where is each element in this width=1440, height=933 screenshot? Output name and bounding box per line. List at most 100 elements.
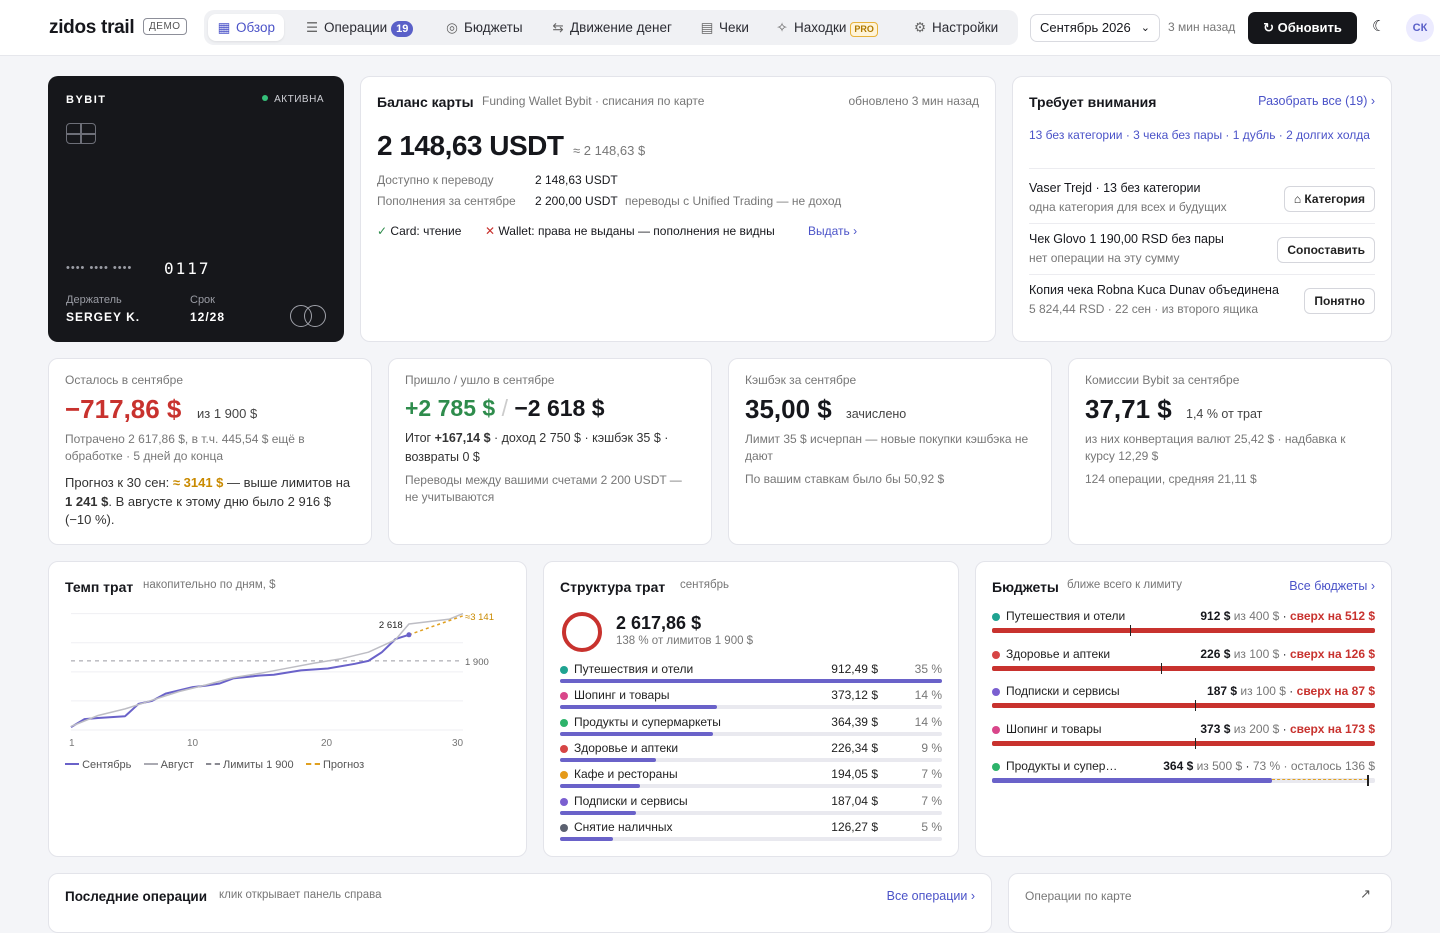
flow-panel: Пришло / ушло в сентябре +2 785 $ / −2 6… bbox=[388, 358, 712, 545]
cashback-line: По вашим ставкам было бы 50,92 $ bbox=[745, 472, 944, 486]
nav-item-settings[interactable]: ⚙ Настройки bbox=[904, 14, 1007, 41]
balance-amount: 2 148,63 USDT bbox=[377, 130, 564, 162]
fees-suffix: 1,4 % от трат bbox=[1186, 407, 1262, 421]
nav-label: Находки bbox=[794, 20, 846, 35]
app-logo[interactable]: zidos trail bbox=[49, 17, 134, 39]
cashback-value: 35,00 $ bbox=[745, 394, 832, 425]
budget-figures: 373 $ из 200 $ · сверх на 173 $ bbox=[1200, 722, 1375, 736]
button-label: Категория bbox=[1304, 192, 1365, 206]
category-bar-track bbox=[560, 679, 942, 683]
attention-summary[interactable]: 13 без категории · 3 чека без пары · 1 д… bbox=[1029, 127, 1377, 144]
budget-limit: из 500 $ bbox=[1197, 759, 1243, 773]
kpi-label: Пришло / ушло в сентябре bbox=[405, 373, 554, 387]
budget-row[interactable]: Путешествия и отели 912 $ из 400 $ · свер… bbox=[992, 609, 1375, 639]
bybit-card[interactable]: BYBIT АКТИВНА •••• •••• •••• 0117 Держат… bbox=[48, 76, 344, 342]
category-row[interactable]: Продукты и супермаркеты 364,39 $ 14 % bbox=[560, 715, 942, 739]
nav-item-findings[interactable]: ✧ Находки PRO bbox=[766, 14, 887, 41]
recent-title: Последние операции bbox=[65, 889, 207, 904]
dismiss-button[interactable]: Понятно bbox=[1304, 288, 1375, 314]
category-row[interactable]: Здоровье и аптеки 226,34 $ 9 % bbox=[560, 741, 942, 765]
nav-item-receipts[interactable]: ▤ Чеки bbox=[691, 14, 758, 41]
nav-item-overview[interactable]: ▦ Обзор bbox=[208, 14, 284, 41]
budget-bar-fill bbox=[992, 778, 1272, 783]
match-button[interactable]: Сопоставить bbox=[1277, 237, 1375, 263]
category-bar-track bbox=[560, 837, 942, 841]
budget-spent: 373 $ bbox=[1200, 722, 1230, 736]
flow-note: Переводы между вашими счетами 2 200 USDT… bbox=[405, 472, 697, 506]
all-operations-link[interactable]: Все операции › bbox=[887, 889, 975, 903]
category-bar-fill bbox=[560, 837, 613, 841]
budget-row[interactable]: Подписки и сервисы 187 $ из 100 $ · сверх… bbox=[992, 684, 1375, 714]
balance-approx: ≈ 2 148,63 $ bbox=[573, 143, 645, 158]
category-row[interactable]: Кафе и рестораны 194,05 $ 7 % bbox=[560, 767, 942, 791]
pace-chart: 1 9002 618≈3 141 bbox=[49, 602, 528, 752]
category-name: Подписки и сервисы bbox=[574, 794, 688, 808]
category-bar-track bbox=[560, 811, 942, 815]
balance-updated: обновлено 3 мин назад bbox=[848, 94, 979, 108]
target-icon: ◎ bbox=[445, 14, 459, 41]
all-budgets-link[interactable]: Все бюджеты › bbox=[1289, 579, 1375, 593]
nav-label: Движение денег bbox=[570, 20, 672, 35]
budget-name: Шопинг и товары bbox=[1006, 722, 1102, 736]
category-bar-track bbox=[560, 732, 942, 736]
topups-value: 2 200,00 USDT bbox=[535, 194, 618, 208]
budget-limit-marker bbox=[1195, 738, 1197, 749]
grid-icon: ▦ bbox=[217, 14, 231, 41]
kpi-label: Кэшбэк за сентябре bbox=[745, 373, 856, 387]
budget-row[interactable]: Здоровье и аптеки 226 $ из 100 $ · сверх … bbox=[992, 647, 1375, 677]
legend-item: Сентябрь bbox=[65, 759, 131, 771]
budget-row[interactable]: Продукты и супер… 364 $ из 500 $ · 73 % ·… bbox=[992, 759, 1375, 789]
holder-name: SERGEY K. bbox=[66, 310, 140, 324]
budget-dot-icon bbox=[992, 688, 1000, 696]
flow-total: Итог +167,14 $ · доход 2 750 $ · кэшбэк … bbox=[405, 429, 697, 467]
updated-ago: 3 мин назад bbox=[1168, 20, 1235, 34]
budget-row[interactable]: Шопинг и товары 373 $ из 200 $ · сверх на… bbox=[992, 722, 1375, 752]
category-amount: 187,04 $ bbox=[831, 794, 878, 808]
category-bar-track bbox=[560, 705, 942, 709]
sparkle-icon: ✧ bbox=[775, 14, 789, 41]
refresh-label: Обновить bbox=[1278, 20, 1342, 35]
flow-in: +2 785 $ bbox=[405, 395, 495, 421]
budget-spent: 187 $ bbox=[1207, 684, 1237, 698]
moon-icon[interactable]: ☾ bbox=[1372, 17, 1385, 35]
structure-total: 2 617,86 $ bbox=[616, 613, 701, 634]
balance-title: Баланс карты bbox=[377, 94, 474, 110]
grant-link[interactable]: Выдать › bbox=[808, 224, 857, 238]
resolve-all-link[interactable]: Разобрать все (19) › bbox=[1258, 94, 1375, 108]
cashback-panel: Кэшбэк за сентябре 35,00 $ зачислено Лим… bbox=[728, 358, 1052, 545]
legend-label: Август bbox=[161, 759, 194, 771]
category-pct: 7 % bbox=[921, 767, 942, 781]
category-amount: 373,12 $ bbox=[831, 688, 878, 702]
nav-item-operations[interactable]: ☰ Операции 19 bbox=[296, 14, 422, 41]
category-row[interactable]: Подписки и сервисы 187,04 $ 7 % bbox=[560, 794, 942, 818]
refresh-button[interactable]: ↻ Обновить bbox=[1248, 12, 1357, 44]
avatar[interactable]: СК bbox=[1406, 14, 1434, 42]
category-pct: 7 % bbox=[921, 794, 942, 808]
perm-bad: ✕ Wallet: права не выданы — пополнения н… bbox=[485, 224, 775, 238]
series-line-august bbox=[71, 614, 463, 727]
divider bbox=[1029, 274, 1375, 275]
category-dot-icon bbox=[560, 745, 568, 753]
nav-label: Обзор bbox=[236, 20, 275, 35]
category-row[interactable]: Снятие наличных 126,27 $ 5 % bbox=[560, 820, 942, 844]
nav-item-budgets[interactable]: ◎ Бюджеты bbox=[436, 14, 532, 41]
category-name: Шопинг и товары bbox=[574, 688, 670, 702]
category-name: Кафе и рестораны bbox=[574, 767, 678, 781]
category-row[interactable]: Путешествия и отели 912,49 $ 35 % bbox=[560, 662, 942, 686]
pro-badge: PRO bbox=[850, 22, 878, 37]
budget-bar-track bbox=[992, 703, 1375, 708]
nav-item-money-flow[interactable]: ⇆ Движение денег bbox=[542, 14, 681, 41]
refresh-icon: ↻ bbox=[1263, 20, 1274, 35]
forecast-label: ≈3 141 bbox=[465, 612, 494, 623]
budget-name: Путешествия и отели bbox=[1006, 609, 1125, 623]
legend-item: Август bbox=[144, 759, 194, 771]
category-row[interactable]: Шопинг и товары 373,12 $ 14 % bbox=[560, 688, 942, 712]
budget-bar-fill bbox=[992, 741, 1375, 746]
month-select[interactable]: Сентябрь 2026 ⌄ bbox=[1030, 14, 1160, 42]
category-dot-icon bbox=[560, 719, 568, 727]
attention-title: Требует внимания bbox=[1029, 94, 1156, 110]
fees-panel: Комиссии Bybit за сентябре 37,71 $ 1,4 %… bbox=[1068, 358, 1392, 545]
category-button[interactable]: ⌂ Категория bbox=[1284, 186, 1375, 212]
attention-item-sub: одна категория для всех и будущих bbox=[1029, 200, 1227, 214]
perm-bad-label: Wallet: права не выданы — пополнения не … bbox=[498, 224, 774, 238]
